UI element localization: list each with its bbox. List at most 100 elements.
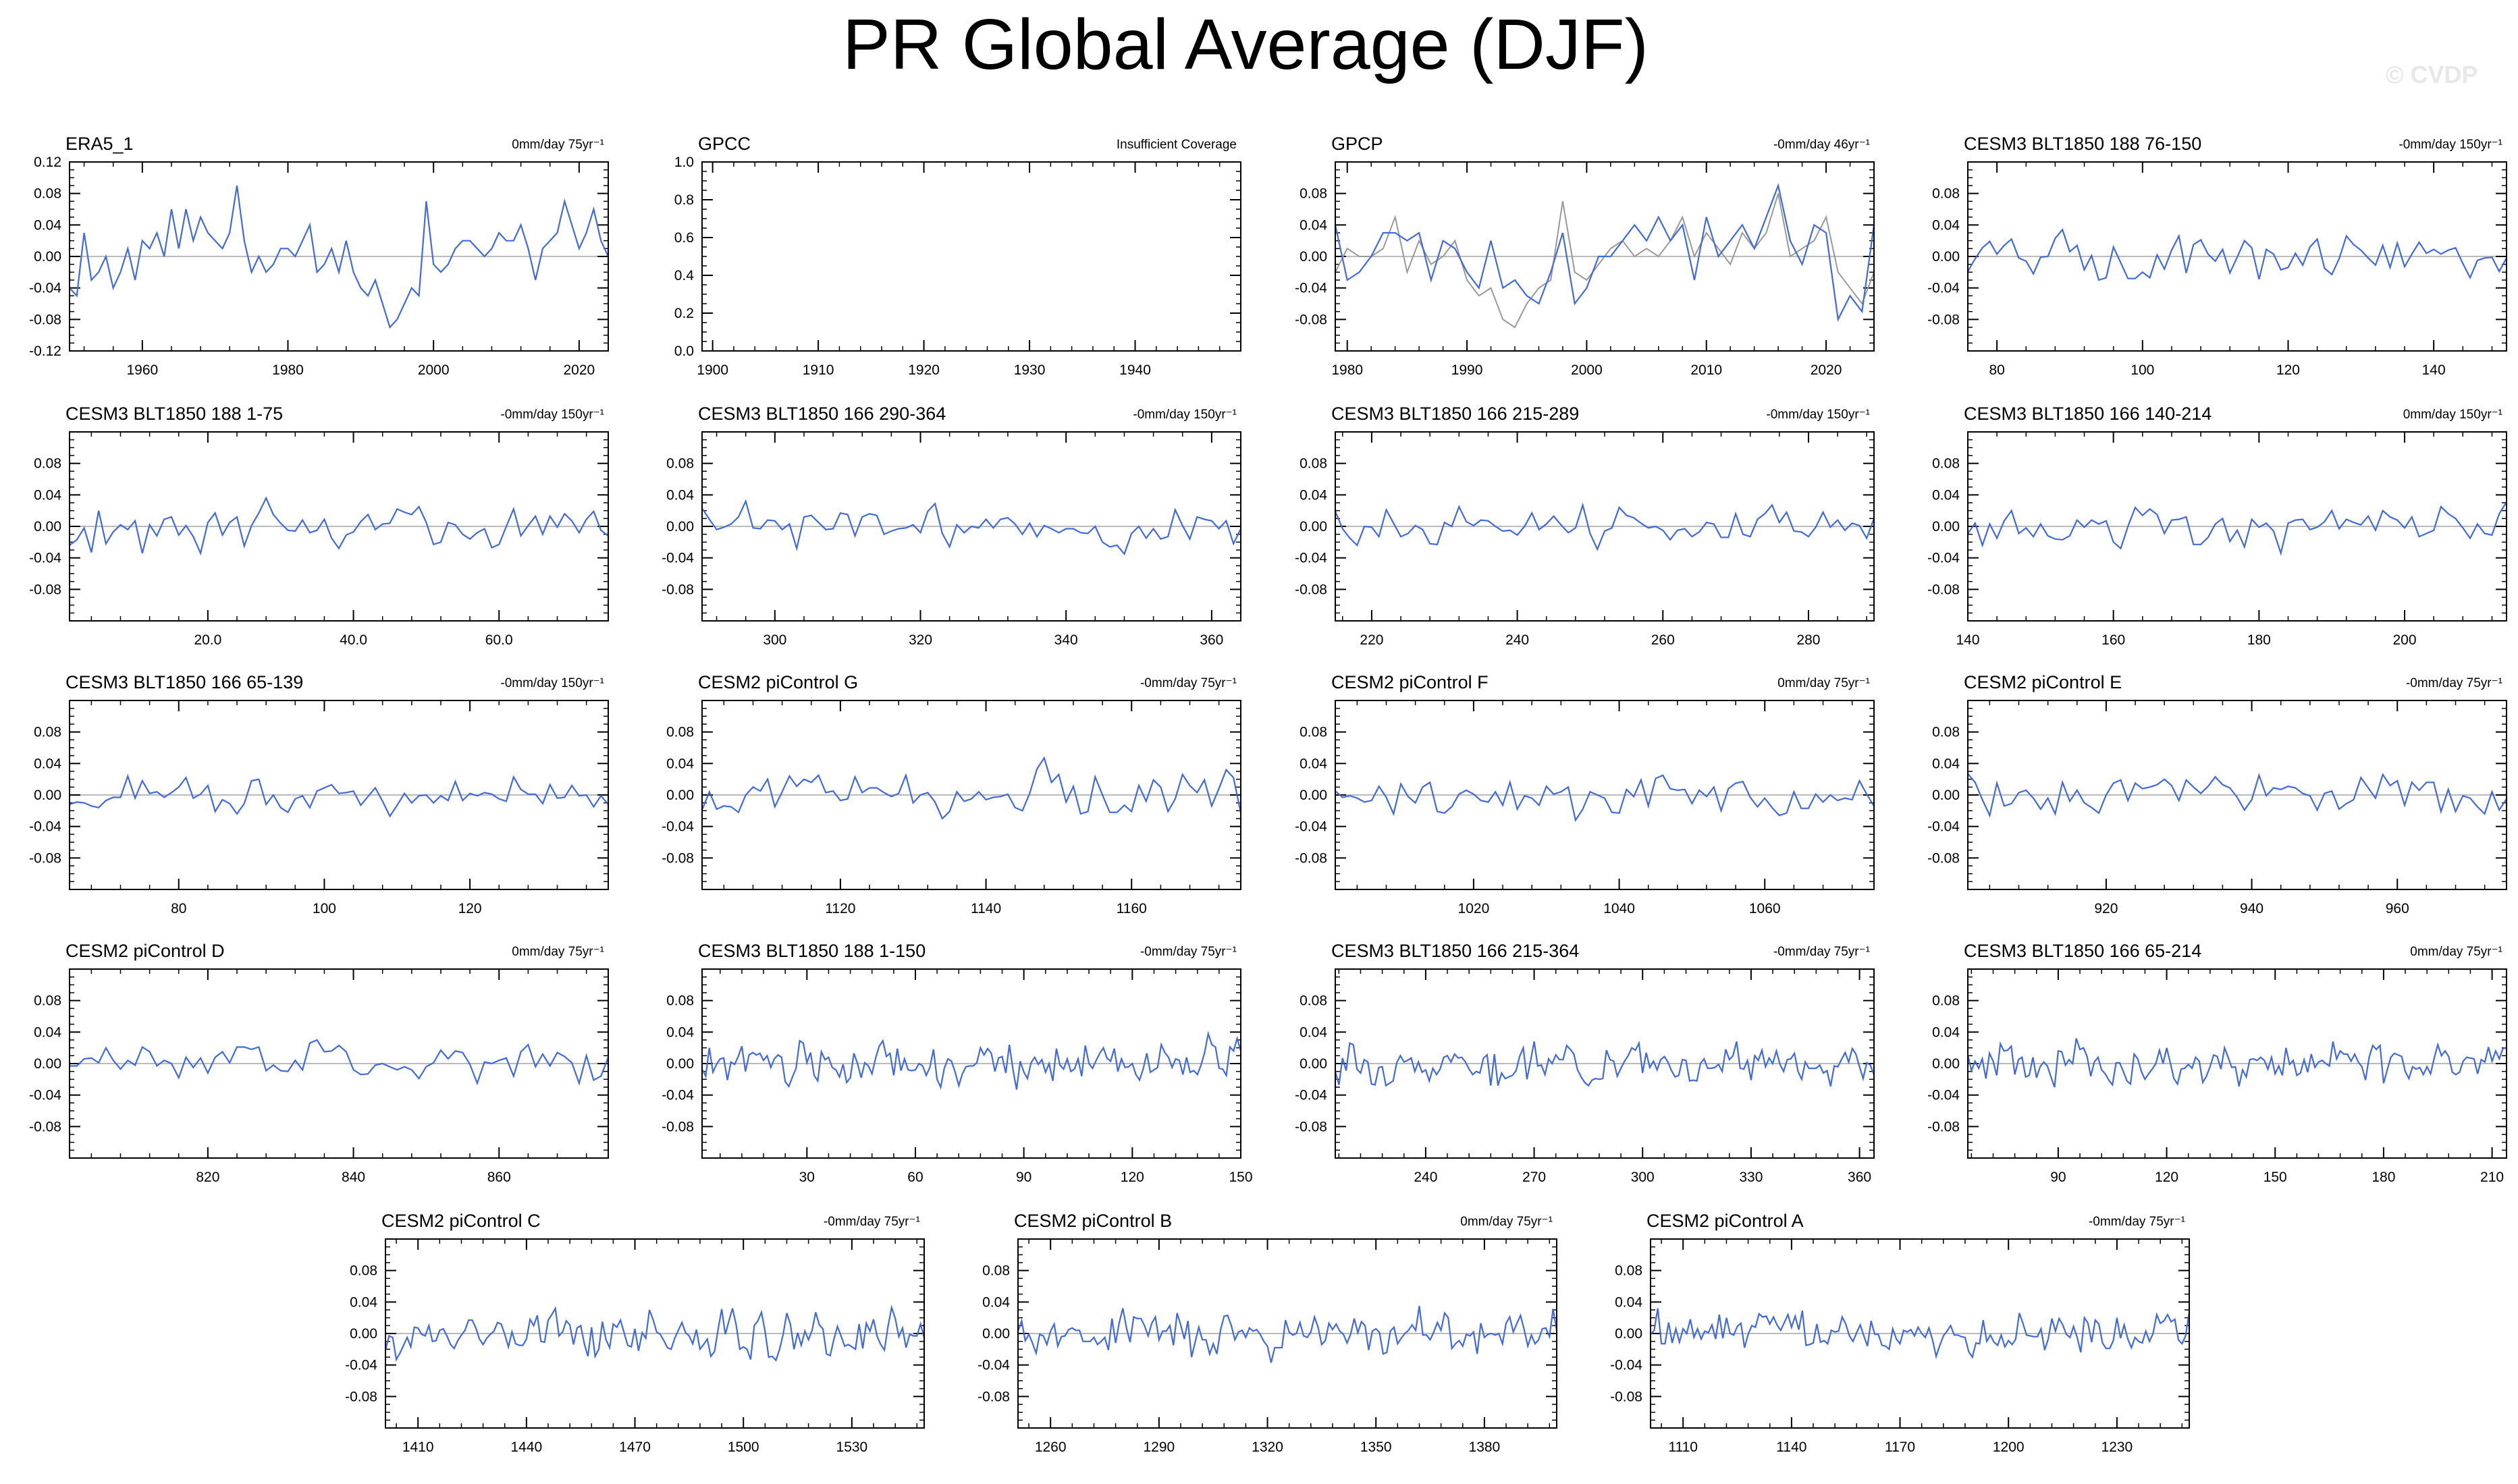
x-tick-label: 2020 [564, 362, 595, 378]
panel-16: CESM2 piControl C -0mm/day 75yr⁻¹ -0.08 -0.… [345, 1211, 926, 1455]
y-tick-label: 0.00 [1300, 788, 1327, 803]
x-tick-label: 940 [2240, 901, 2263, 916]
y-tick-label: -0.04 [662, 1088, 694, 1103]
panel-frame [1650, 1238, 2190, 1429]
y-tick-label: -0.08 [1927, 1119, 1960, 1134]
y-tick-label: 0.08 [1932, 456, 1960, 472]
panel-title: CESM2 piControl D [65, 941, 225, 961]
y-tick-label: -0.04 [1610, 1358, 1642, 1373]
y-tick-label: -0.04 [29, 551, 61, 566]
y-tick-label: 0.00 [34, 1056, 61, 1072]
x-tick-label: 2010 [1690, 362, 1722, 378]
x-tick-label: 1980 [272, 362, 304, 378]
series-line-reference [1335, 193, 1875, 329]
panel-frame [1335, 968, 1875, 1159]
y-tick-label: -0.04 [1927, 551, 1960, 566]
x-tick-label: 320 [909, 632, 932, 648]
x-tick-label: 80 [171, 901, 186, 916]
x-tick-label: 1910 [803, 362, 834, 378]
y-tick-label: 0.0 [674, 343, 694, 359]
y-tick-label: -0.08 [662, 850, 694, 866]
x-tick-label: 30 [799, 1170, 815, 1185]
x-tick-label: 1920 [908, 362, 940, 378]
x-tick-label: 2000 [1571, 362, 1603, 378]
series-line [1335, 774, 1875, 823]
y-tick-label: 0.04 [666, 756, 694, 771]
x-tick-label: 1900 [697, 362, 728, 378]
panel-10: CESM2 piControl F 0mm/day 75yr⁻¹ -0.08 -0.0… [1295, 672, 1875, 916]
panel-8: CESM3 BLT1850 166 65-139 -0mm/day 150yr⁻¹… [29, 672, 609, 916]
y-tick-label: 0.08 [666, 993, 694, 1009]
panel-title: CESM2 piControl A [1646, 1211, 1804, 1231]
panel-1: GPCC Insufficient Coverage 0.0 0.2 0.4 0.6 0.8… [674, 134, 1241, 378]
x-tick-label: 1470 [619, 1439, 651, 1455]
panel-frame [1967, 968, 2507, 1159]
x-tick-label: 1020 [1458, 901, 1490, 916]
series-line [701, 756, 1242, 820]
x-tick-label: 1290 [1144, 1439, 1175, 1455]
x-tick-label: 1320 [1252, 1439, 1283, 1455]
y-tick-label: 0.6 [674, 230, 694, 246]
x-tick-label: 340 [1054, 632, 1078, 648]
y-tick-label: 0.04 [1932, 756, 1960, 771]
x-tick-label: 360 [1848, 1170, 1871, 1185]
x-tick-label: 300 [1631, 1170, 1655, 1185]
series-line [1650, 1308, 2191, 1359]
panel-trend: -0mm/day 75yr⁻¹ [2406, 676, 2502, 690]
y-tick-label: -0.08 [29, 582, 61, 597]
x-tick-label: 360 [1200, 632, 1223, 648]
panel-frame [1335, 700, 1875, 890]
y-tick-label: 0.08 [34, 725, 61, 740]
panel-title: GPCC [698, 134, 751, 154]
y-tick-label: -0.04 [1295, 1088, 1327, 1103]
y-tick-label: 0.04 [350, 1294, 377, 1310]
panel-title: CESM3 BLT1850 166 290-364 [698, 404, 946, 424]
y-tick-label: -0.08 [977, 1389, 1010, 1404]
panel-title: CESM3 BLT1850 166 65-214 [1964, 941, 2201, 961]
x-tick-label: 1140 [971, 901, 1001, 916]
panel-7: CESM3 BLT1850 166 140-214 0mm/day 150yr⁻¹… [1927, 404, 2507, 648]
x-tick-label: 1980 [1331, 362, 1363, 378]
y-tick-label: 0.04 [982, 1294, 1010, 1310]
x-tick-label: 2000 [418, 362, 450, 378]
x-tick-label: 140 [2422, 362, 2446, 378]
panel-title: CESM3 BLT1850 166 215-364 [1331, 941, 1579, 961]
x-tick-label: 1140 [1776, 1439, 1806, 1455]
panel-title: CESM3 BLT1850 166 215-289 [1331, 404, 1579, 424]
panel-trend: -0mm/day 75yr⁻¹ [1773, 945, 1870, 959]
panel-12: CESM2 piControl D 0mm/day 75yr⁻¹ -0.08 -0.0… [29, 941, 610, 1185]
y-tick-label: 0.08 [982, 1263, 1010, 1279]
y-tick-label: 0.04 [1932, 487, 1960, 503]
y-tick-label: 0.00 [34, 519, 61, 534]
x-tick-label: 330 [1739, 1170, 1763, 1185]
x-tick-label: 300 [763, 632, 786, 648]
x-tick-label: 1940 [1119, 362, 1151, 378]
x-tick-label: 120 [458, 901, 482, 916]
x-tick-label: 1120 [825, 901, 855, 916]
y-tick-label: 0.08 [34, 456, 61, 472]
panel-trend: 0mm/day 75yr⁻¹ [1777, 676, 1870, 690]
y-tick-label: 0.08 [1932, 186, 1960, 202]
panel-title: CESM2 piControl G [698, 672, 858, 692]
y-tick-label: -0.08 [29, 850, 61, 866]
y-tick-label: 0.00 [1932, 519, 1960, 534]
panel-frame [1335, 161, 1875, 352]
panel-13: CESM3 BLT1850 188 1-150 -0mm/day 75yr⁻¹ -0… [662, 941, 1252, 1185]
y-tick-label: 0.00 [1615, 1326, 1642, 1342]
x-tick-label: 1960 [126, 362, 158, 378]
panel-title: CESM2 piControl E [1964, 672, 2122, 692]
y-tick-label: -0.08 [1295, 850, 1327, 866]
x-tick-label: 1200 [1993, 1439, 2025, 1455]
x-tick-label: 1380 [1469, 1439, 1501, 1455]
panel-trend: -0mm/day 150yr⁻¹ [2399, 138, 2502, 152]
series-line [1334, 502, 1875, 551]
x-tick-label: 40.0 [340, 632, 367, 648]
y-tick-label: 0.00 [34, 788, 61, 803]
series-line [1017, 1306, 1558, 1363]
series-line [1967, 501, 2507, 556]
x-tick-label: 210 [2480, 1170, 2504, 1185]
panel-title: CESM3 BLT1850 166 140-214 [1964, 404, 2212, 424]
y-tick-label: 0.04 [1300, 756, 1327, 771]
y-tick-label: 0.04 [1300, 1024, 1327, 1040]
x-tick-label: 150 [1229, 1170, 1252, 1185]
